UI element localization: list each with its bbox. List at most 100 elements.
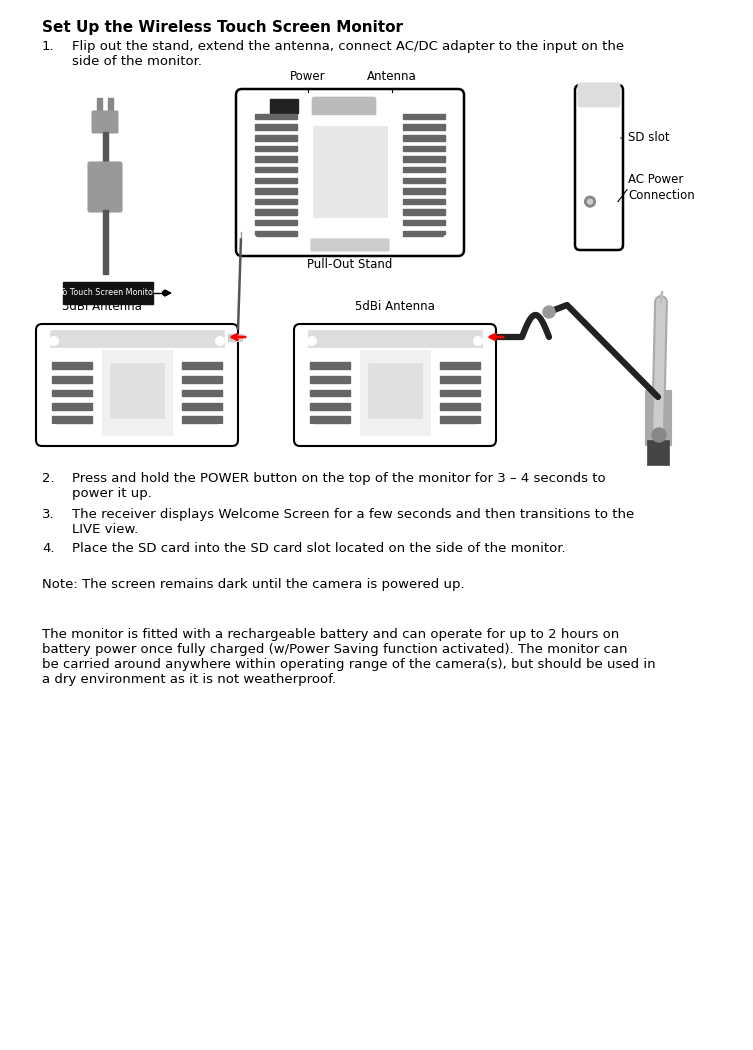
Text: 4.: 4. bbox=[42, 542, 54, 555]
Circle shape bbox=[443, 100, 453, 110]
Bar bbox=[647, 440, 669, 465]
Bar bbox=[50, 330, 224, 346]
Circle shape bbox=[247, 100, 257, 110]
Bar bbox=[52, 403, 92, 410]
Bar bbox=[182, 362, 222, 369]
Text: 5dBi Antenna: 5dBi Antenna bbox=[355, 300, 435, 313]
Circle shape bbox=[307, 336, 316, 345]
Bar bbox=[585, 124, 601, 152]
Circle shape bbox=[215, 336, 224, 345]
Circle shape bbox=[307, 424, 316, 434]
FancyBboxPatch shape bbox=[294, 324, 496, 446]
Bar bbox=[310, 417, 350, 423]
Bar bbox=[403, 209, 445, 215]
Bar bbox=[255, 113, 297, 120]
Bar bbox=[182, 403, 222, 410]
Circle shape bbox=[50, 336, 59, 345]
Bar bbox=[313, 126, 387, 217]
Bar bbox=[255, 219, 297, 226]
Bar bbox=[182, 390, 222, 396]
Bar bbox=[102, 350, 172, 435]
Text: Pull-Out Stand: Pull-Out Stand bbox=[307, 258, 392, 271]
Bar bbox=[228, 334, 242, 340]
Text: 1.: 1. bbox=[42, 40, 55, 52]
Circle shape bbox=[215, 424, 224, 434]
Text: Note: The screen remains dark until the camera is powered up.: Note: The screen remains dark until the … bbox=[42, 578, 465, 591]
Bar bbox=[403, 167, 445, 172]
Bar bbox=[403, 177, 445, 183]
Bar bbox=[403, 231, 445, 236]
Bar bbox=[52, 417, 92, 423]
Bar bbox=[360, 350, 430, 435]
Text: Flip out the stand, extend the antenna, connect AC/DC adapter to the input on th: Flip out the stand, extend the antenna, … bbox=[72, 40, 624, 68]
Bar bbox=[368, 363, 422, 418]
Text: Place the SD card into the SD card slot located on the side of the monitor.: Place the SD card into the SD card slot … bbox=[72, 542, 566, 555]
Circle shape bbox=[50, 424, 59, 434]
Bar bbox=[403, 156, 445, 162]
Bar bbox=[270, 99, 298, 113]
Bar bbox=[440, 362, 480, 369]
Bar bbox=[403, 188, 445, 193]
Text: To Touch Screen Monitor: To Touch Screen Monitor bbox=[59, 289, 157, 297]
Circle shape bbox=[652, 428, 666, 442]
Bar bbox=[307, 116, 393, 242]
Bar bbox=[308, 330, 482, 346]
Bar bbox=[310, 390, 350, 396]
Bar bbox=[182, 376, 222, 382]
Bar bbox=[310, 403, 350, 410]
Bar bbox=[440, 376, 480, 382]
Circle shape bbox=[587, 200, 593, 204]
FancyBboxPatch shape bbox=[92, 111, 118, 133]
Text: Press and hold the POWER button on the top of the monitor for 3 – 4 seconds to
p: Press and hold the POWER button on the t… bbox=[72, 472, 605, 500]
Bar bbox=[255, 177, 297, 183]
Text: Set Up the Wireless Touch Screen Monitor: Set Up the Wireless Touch Screen Monitor bbox=[42, 20, 403, 35]
Bar bbox=[403, 135, 445, 141]
Bar bbox=[440, 403, 480, 410]
FancyBboxPatch shape bbox=[312, 97, 376, 119]
Bar bbox=[310, 362, 350, 369]
Circle shape bbox=[163, 291, 167, 295]
Text: 3dBi Antenna: 3dBi Antenna bbox=[62, 300, 142, 313]
FancyBboxPatch shape bbox=[311, 239, 389, 251]
Circle shape bbox=[543, 306, 555, 318]
Bar bbox=[52, 362, 92, 369]
FancyBboxPatch shape bbox=[88, 162, 122, 212]
Text: SD slot: SD slot bbox=[620, 131, 669, 145]
Bar bbox=[255, 146, 297, 151]
Bar bbox=[440, 417, 480, 423]
FancyBboxPatch shape bbox=[36, 324, 238, 446]
Text: The receiver displays Welcome Screen for a few seconds and then transitions to t: The receiver displays Welcome Screen for… bbox=[72, 508, 634, 536]
Text: 2.: 2. bbox=[42, 472, 55, 485]
Text: Power: Power bbox=[290, 70, 326, 83]
Bar bbox=[110, 363, 164, 418]
Bar bbox=[52, 376, 92, 382]
FancyBboxPatch shape bbox=[236, 89, 464, 256]
Bar bbox=[255, 198, 297, 204]
FancyBboxPatch shape bbox=[578, 83, 620, 107]
Bar bbox=[97, 98, 102, 112]
Bar bbox=[63, 282, 153, 304]
Bar bbox=[255, 167, 297, 172]
Text: 3.: 3. bbox=[42, 508, 55, 521]
Bar bbox=[403, 198, 445, 204]
Bar bbox=[255, 156, 297, 162]
Text: Antenna: Antenna bbox=[367, 70, 417, 83]
Bar bbox=[255, 135, 297, 141]
Circle shape bbox=[443, 235, 453, 245]
Bar bbox=[310, 376, 350, 382]
Bar bbox=[255, 231, 297, 236]
Bar bbox=[182, 417, 222, 423]
Bar bbox=[255, 209, 297, 215]
Text: The monitor is fitted with a rechargeable battery and can operate for up to 2 ho: The monitor is fitted with a rechargeabl… bbox=[42, 628, 656, 686]
Bar bbox=[403, 113, 445, 120]
Bar bbox=[645, 390, 671, 445]
Bar bbox=[403, 125, 445, 130]
Text: AC Power
Connection: AC Power Connection bbox=[628, 173, 695, 202]
Bar bbox=[108, 98, 113, 112]
Bar bbox=[102, 132, 108, 164]
Bar bbox=[255, 125, 297, 130]
Circle shape bbox=[584, 196, 596, 207]
Circle shape bbox=[474, 424, 483, 434]
Bar bbox=[440, 390, 480, 396]
Bar bbox=[52, 390, 92, 396]
